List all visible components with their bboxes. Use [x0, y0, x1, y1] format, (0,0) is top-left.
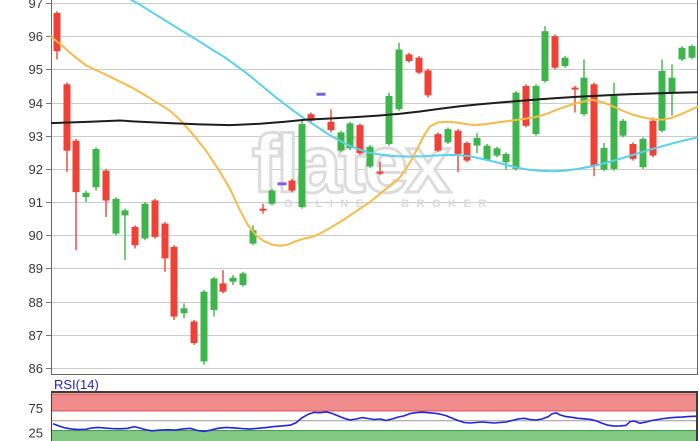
candle-up [658, 71, 666, 131]
candle-up [346, 123, 354, 149]
candle-up [229, 277, 237, 282]
y-axis-label: 90 [29, 228, 43, 243]
candle-up [619, 120, 627, 136]
rsi-overbought-band [52, 393, 697, 411]
y-axis-label: 95 [29, 62, 43, 77]
candle-down [629, 144, 637, 159]
candle-down [356, 125, 364, 154]
candle-down [551, 36, 559, 68]
candle-up [141, 203, 149, 239]
candle-down [590, 84, 598, 167]
candle-up [688, 46, 696, 58]
candle-up [483, 145, 491, 160]
candle-up [444, 129, 452, 143]
candle-up [502, 154, 510, 163]
candle-up [92, 149, 100, 188]
candle-up [561, 57, 569, 66]
candle-up [541, 31, 549, 81]
candle-up [385, 95, 393, 144]
candle-up [366, 146, 374, 167]
candle-up [82, 192, 90, 198]
candle-down [102, 170, 110, 201]
candle-down [415, 57, 423, 73]
candle-up [639, 139, 647, 168]
y-axis-label: 88 [29, 295, 43, 310]
y-axis-label: 91 [29, 195, 43, 210]
candle-up [298, 124, 306, 208]
candle-down [307, 114, 315, 121]
candle-up [395, 49, 403, 110]
candle-down [463, 143, 471, 161]
flat-marker [316, 92, 326, 96]
y-axis-label: 96 [29, 29, 43, 44]
y-axis-label: 94 [29, 96, 43, 111]
ma-black-line [51, 91, 698, 127]
candle-down [190, 321, 198, 344]
rsi-indicator-label: RSI(14) [54, 377, 99, 392]
candle-down [649, 120, 657, 156]
candle-up [249, 230, 257, 244]
candles-layer [51, 0, 698, 365]
candle-up [239, 273, 247, 285]
candle-down [72, 140, 80, 193]
candle-down [259, 208, 267, 211]
candle-down [63, 84, 71, 151]
y-axis-label: 97 [29, 0, 43, 11]
y-axis-label: 89 [29, 261, 43, 276]
candle-down [327, 121, 335, 131]
candle-down [571, 87, 579, 90]
rsi-layer [52, 393, 697, 441]
candle-down [522, 86, 530, 126]
rsi-line [52, 411, 697, 433]
ma-cyan-line [129, 0, 698, 173]
candle-up [668, 77, 676, 93]
rsi-oversold-band [52, 430, 697, 441]
candle-up [532, 86, 540, 135]
rsi-lower-label: 25 [29, 426, 43, 441]
y-axis-label: 87 [29, 328, 43, 343]
candle-down [454, 130, 462, 154]
candle-down [151, 200, 159, 237]
candle-up [600, 148, 608, 170]
y-axis-label: 92 [29, 162, 43, 177]
candle-down [53, 13, 61, 52]
candle-up [112, 198, 120, 234]
ma-orange-line [51, 35, 698, 247]
candle-up [610, 95, 618, 169]
candle-up [678, 47, 686, 60]
candle-down [434, 134, 442, 151]
candle-down [219, 283, 227, 292]
candle-down [170, 246, 178, 317]
y-axis-label: 93 [29, 129, 43, 144]
candle-down [405, 54, 413, 61]
y-axis-label: 86 [29, 361, 43, 376]
flat-marker [277, 182, 287, 186]
candle-down [161, 223, 169, 259]
candle-up [493, 148, 501, 156]
candle-up [180, 308, 188, 314]
candle-down [376, 171, 384, 174]
candle-up [200, 291, 208, 362]
candle-up [268, 190, 276, 204]
candle-up [512, 92, 520, 169]
rsi-upper-label: 75 [29, 401, 43, 416]
candle-down [424, 70, 432, 96]
candle-down [288, 180, 296, 191]
candle-up [121, 210, 129, 216]
candle-up [473, 138, 481, 146]
candle-up [210, 278, 218, 310]
candle-down [131, 227, 139, 246]
